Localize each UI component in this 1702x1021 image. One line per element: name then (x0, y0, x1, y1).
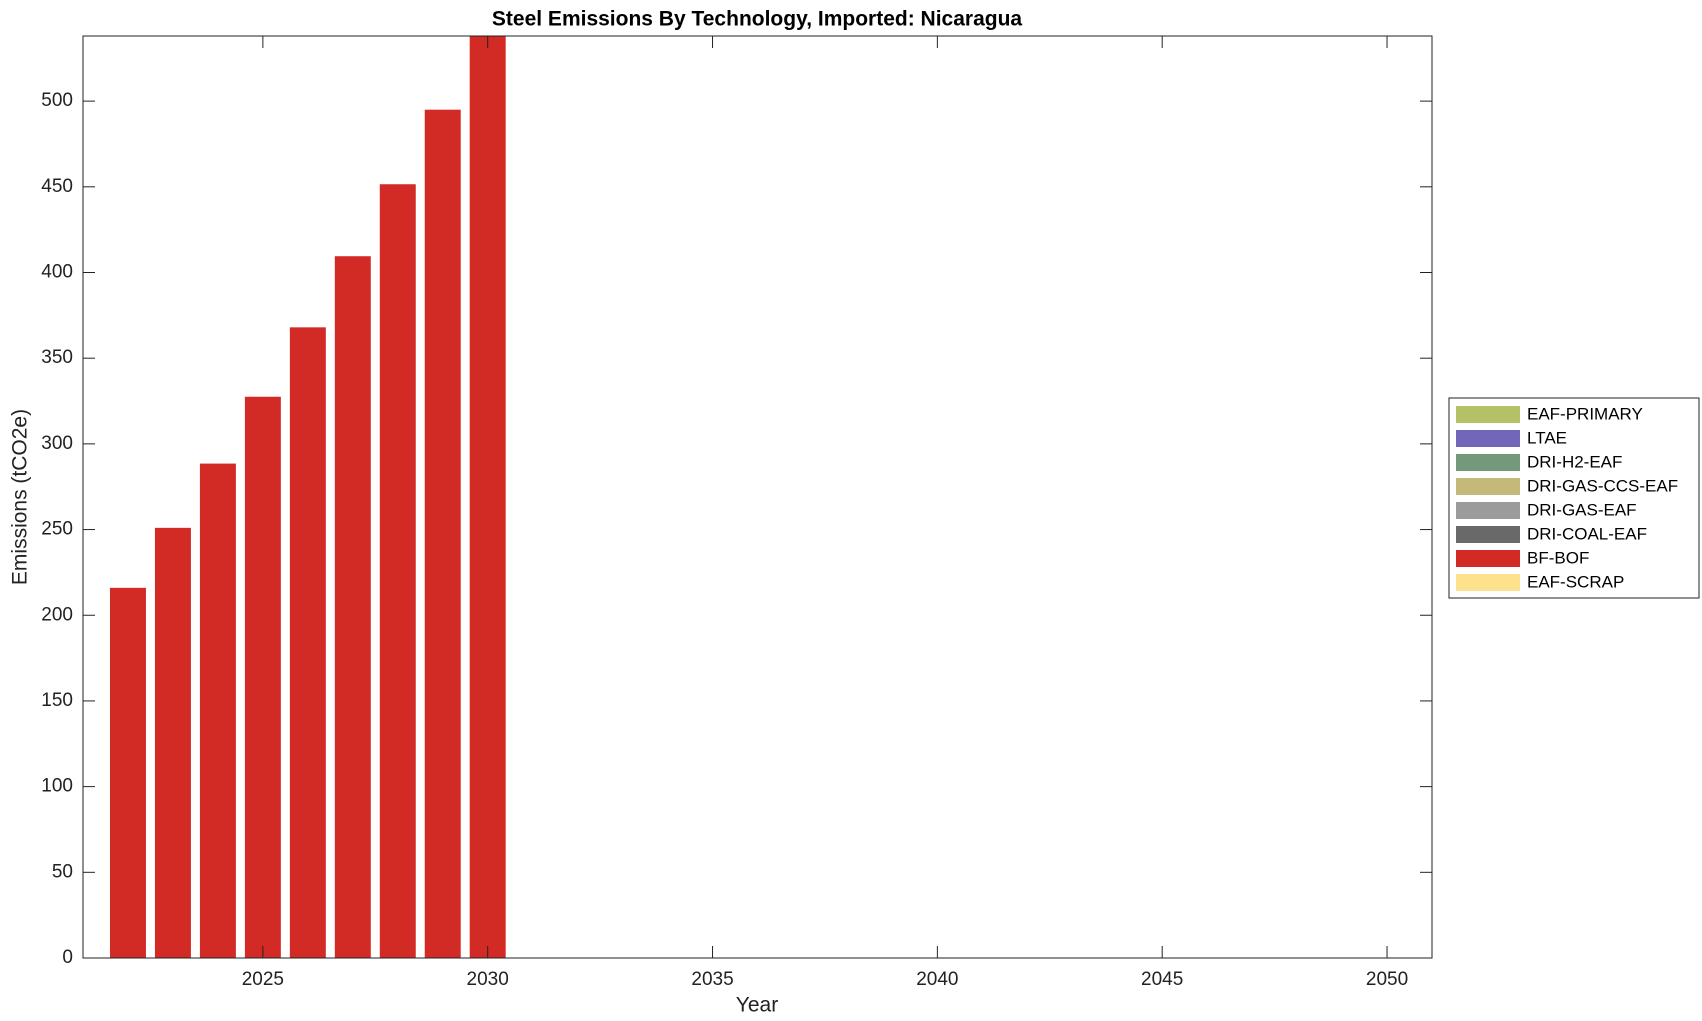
legend-box (1448, 397, 1700, 599)
legend-swatch (1456, 574, 1520, 591)
legend-label: EAF-SCRAP (1527, 572, 1624, 591)
y-axis-label: Emissions (tCO2e) (9, 409, 32, 585)
y-tick-label: 200 (41, 604, 73, 625)
y-tick-label: 450 (41, 176, 73, 197)
y-tick-label: 100 (41, 776, 73, 797)
y-tick-label: 0 (62, 947, 73, 968)
legend-swatch (1456, 550, 1520, 567)
bar (289, 327, 326, 959)
axes-box (82, 35, 1433, 959)
legend-swatch (1456, 454, 1520, 471)
legend-swatch (1456, 502, 1520, 519)
y-tick-label: 300 (41, 433, 73, 454)
y-tick-label: 150 (41, 690, 73, 711)
bar (154, 527, 191, 958)
x-axis-label: Year (736, 994, 778, 1017)
x-tick-label: 2045 (1141, 969, 1183, 990)
bar (334, 256, 371, 958)
x-tick-label: 2035 (691, 969, 733, 990)
x-tick-label: 2050 (1366, 969, 1408, 990)
legend-label: BF-BOF (1527, 548, 1589, 567)
chart-title: Steel Emissions By Technology, Imported:… (492, 8, 1022, 31)
bar (199, 463, 236, 958)
y-tick-label: 400 (41, 262, 73, 283)
legend-label: LTAE (1527, 428, 1567, 447)
x-tick-label: 2040 (916, 969, 958, 990)
bar (109, 587, 146, 958)
legend-swatch (1456, 478, 1520, 495)
bar (244, 396, 281, 958)
x-tick-label: 2030 (467, 969, 509, 990)
legend-swatch (1456, 406, 1520, 423)
legend-swatch (1456, 430, 1520, 447)
legend-swatch (1456, 526, 1520, 543)
x-tick-label: 2025 (242, 969, 284, 990)
y-tick-label: 350 (41, 347, 73, 368)
legend-label: DRI-GAS-EAF (1527, 500, 1637, 519)
bar (379, 184, 416, 959)
legend-label: DRI-H2-EAF (1527, 452, 1622, 471)
y-tick-label: 500 (41, 90, 73, 111)
bar (469, 36, 506, 958)
bar (424, 109, 461, 958)
legend-label: DRI-GAS-CCS-EAF (1527, 476, 1678, 495)
legend-label: DRI-COAL-EAF (1527, 524, 1647, 543)
y-tick-label: 250 (41, 519, 73, 540)
y-tick-label: 50 (52, 861, 73, 882)
legend-label: EAF-PRIMARY (1527, 404, 1643, 423)
